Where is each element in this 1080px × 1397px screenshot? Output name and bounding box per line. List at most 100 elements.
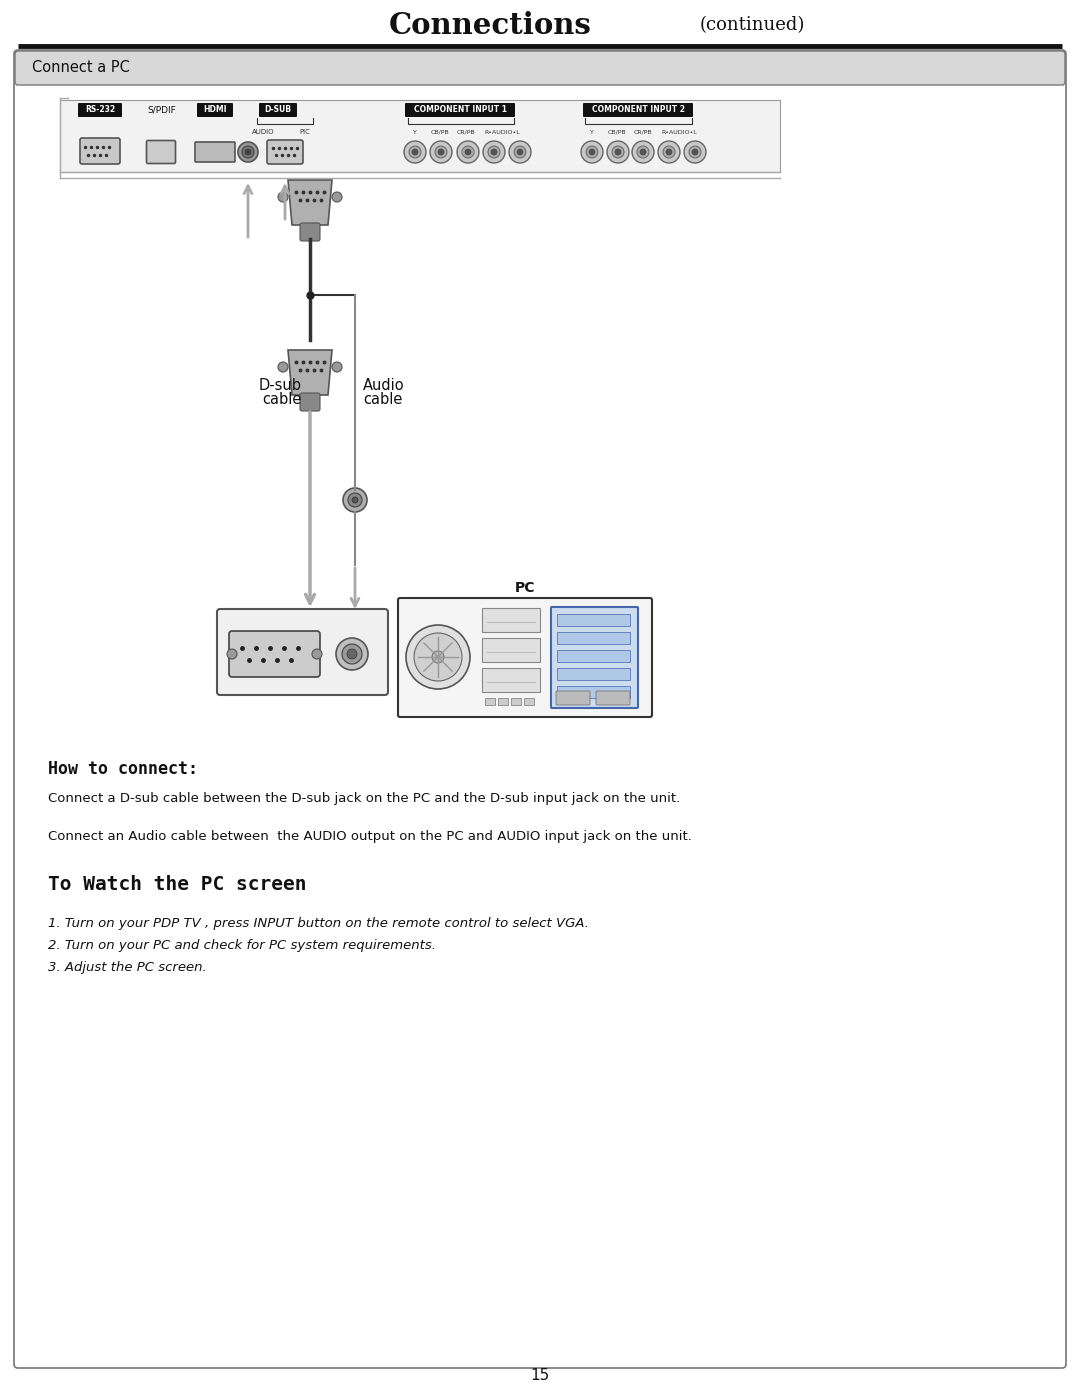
- Circle shape: [684, 141, 706, 163]
- Circle shape: [411, 149, 418, 155]
- Text: Audio: Audio: [363, 377, 405, 393]
- Text: (continued): (continued): [700, 15, 806, 34]
- Circle shape: [404, 141, 426, 163]
- Circle shape: [336, 638, 368, 671]
- FancyBboxPatch shape: [405, 103, 515, 117]
- Circle shape: [238, 142, 258, 162]
- Bar: [557, 631, 630, 644]
- Circle shape: [488, 147, 500, 158]
- Text: D-sub: D-sub: [259, 377, 302, 393]
- Circle shape: [348, 493, 362, 507]
- Text: AUDIO: AUDIO: [252, 129, 274, 136]
- Bar: [557, 668, 630, 680]
- Text: S/PDIF: S/PDIF: [148, 106, 176, 115]
- Circle shape: [227, 650, 237, 659]
- FancyBboxPatch shape: [583, 103, 693, 117]
- Circle shape: [663, 147, 675, 158]
- Circle shape: [414, 633, 462, 680]
- Circle shape: [692, 149, 698, 155]
- FancyBboxPatch shape: [147, 141, 175, 163]
- FancyBboxPatch shape: [300, 393, 320, 411]
- FancyBboxPatch shape: [596, 692, 630, 705]
- Circle shape: [607, 141, 629, 163]
- Circle shape: [509, 141, 531, 163]
- Text: CB/PB: CB/PB: [431, 130, 449, 134]
- Bar: [524, 698, 534, 705]
- Text: cable: cable: [262, 393, 302, 408]
- Polygon shape: [288, 180, 332, 225]
- Text: cable: cable: [363, 393, 403, 408]
- Text: CB/PB: CB/PB: [608, 130, 626, 134]
- FancyBboxPatch shape: [78, 103, 122, 117]
- Bar: [482, 638, 540, 662]
- Text: Y: Y: [413, 130, 417, 134]
- Text: PIC: PIC: [299, 129, 310, 136]
- FancyBboxPatch shape: [556, 692, 590, 705]
- Text: COMPONENT INPUT 1: COMPONENT INPUT 1: [414, 106, 507, 115]
- Circle shape: [347, 650, 357, 659]
- Bar: [557, 686, 630, 698]
- Circle shape: [352, 497, 357, 503]
- FancyBboxPatch shape: [229, 631, 320, 678]
- Text: To Watch the PC screen: To Watch the PC screen: [48, 875, 307, 894]
- Polygon shape: [288, 351, 332, 395]
- Text: CR/PB: CR/PB: [457, 130, 475, 134]
- Bar: [557, 650, 630, 662]
- Text: R•AUDIO•L: R•AUDIO•L: [661, 130, 697, 134]
- Circle shape: [438, 149, 444, 155]
- Bar: [485, 698, 495, 705]
- Text: Y: Y: [590, 130, 594, 134]
- Circle shape: [658, 141, 680, 163]
- Circle shape: [342, 644, 362, 664]
- Text: 1. Turn on your PDP TV , press INPUT button on the remote control to select VGA.: 1. Turn on your PDP TV , press INPUT but…: [48, 916, 589, 930]
- Circle shape: [343, 488, 367, 511]
- Circle shape: [612, 147, 624, 158]
- Circle shape: [462, 147, 474, 158]
- Bar: [557, 615, 630, 626]
- FancyBboxPatch shape: [217, 609, 388, 694]
- FancyBboxPatch shape: [259, 103, 297, 117]
- Text: RS-232: RS-232: [85, 106, 116, 115]
- Text: 15: 15: [530, 1368, 550, 1383]
- Bar: [482, 608, 540, 631]
- Text: Connect a PC: Connect a PC: [32, 60, 130, 75]
- Circle shape: [589, 149, 595, 155]
- Text: COMPONENT INPUT 2: COMPONENT INPUT 2: [592, 106, 685, 115]
- Bar: [511, 698, 521, 705]
- Circle shape: [483, 141, 505, 163]
- Circle shape: [406, 624, 470, 689]
- Bar: [60, 101, 780, 172]
- Circle shape: [514, 147, 526, 158]
- Circle shape: [430, 141, 453, 163]
- Text: HDMI: HDMI: [203, 106, 227, 115]
- Circle shape: [465, 149, 471, 155]
- Circle shape: [435, 147, 447, 158]
- Text: 3. Adjust the PC screen.: 3. Adjust the PC screen.: [48, 961, 206, 974]
- Circle shape: [632, 141, 654, 163]
- FancyBboxPatch shape: [80, 138, 120, 163]
- Bar: [498, 698, 508, 705]
- Circle shape: [332, 191, 342, 203]
- FancyBboxPatch shape: [15, 52, 1065, 85]
- FancyBboxPatch shape: [14, 50, 1066, 1368]
- Circle shape: [689, 147, 701, 158]
- Text: CR/PB: CR/PB: [634, 130, 652, 134]
- Bar: [482, 668, 540, 692]
- Circle shape: [457, 141, 480, 163]
- FancyBboxPatch shape: [197, 103, 233, 117]
- Text: R•AUDIO•L: R•AUDIO•L: [484, 130, 519, 134]
- Circle shape: [432, 651, 444, 664]
- Circle shape: [312, 650, 322, 659]
- Text: PC: PC: [515, 581, 536, 595]
- Circle shape: [517, 149, 523, 155]
- Circle shape: [278, 191, 288, 203]
- Circle shape: [640, 149, 646, 155]
- Circle shape: [409, 147, 421, 158]
- Circle shape: [615, 149, 621, 155]
- Text: 2. Turn on your PC and check for PC system requirements.: 2. Turn on your PC and check for PC syst…: [48, 939, 436, 951]
- FancyBboxPatch shape: [551, 608, 638, 708]
- Text: Connections: Connections: [389, 11, 592, 39]
- Circle shape: [666, 149, 672, 155]
- Circle shape: [581, 141, 603, 163]
- Circle shape: [637, 147, 649, 158]
